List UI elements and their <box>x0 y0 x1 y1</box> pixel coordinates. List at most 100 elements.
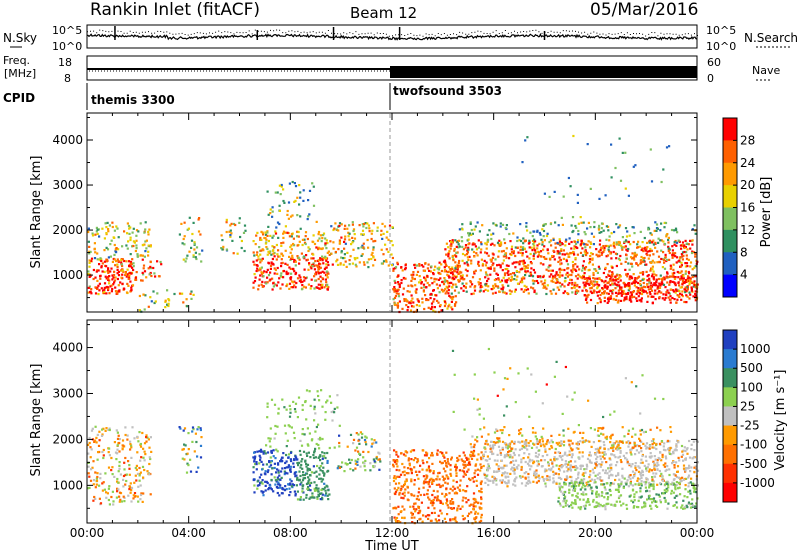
power-cell <box>626 272 629 276</box>
power-cell <box>464 286 467 289</box>
power-cell <box>552 237 555 240</box>
power-cell <box>593 268 596 271</box>
velocity-cell <box>569 460 572 463</box>
power-cell <box>636 243 639 246</box>
power-cell <box>610 143 613 146</box>
power-cell <box>147 305 150 308</box>
velocity-cell <box>269 427 272 430</box>
power-cell <box>260 271 263 274</box>
power-cell <box>315 264 318 267</box>
velocity-cell <box>281 456 284 459</box>
power-cell <box>343 240 346 243</box>
power-cell <box>313 287 316 290</box>
velocity-cell <box>279 478 282 481</box>
velocity-cell <box>686 452 689 455</box>
power-cell <box>477 260 480 263</box>
power-cell <box>554 292 558 295</box>
power-cell <box>613 230 616 234</box>
velocity-cell <box>398 475 401 478</box>
velocity-cell <box>398 469 401 472</box>
velocity-cell <box>452 501 455 504</box>
power-cell <box>630 292 633 295</box>
velocity-cell <box>643 480 646 484</box>
velocity-cell <box>397 505 400 508</box>
power-cell <box>451 286 454 289</box>
velocity-cell <box>455 521 458 524</box>
power-cell <box>271 210 274 213</box>
velocity-cell <box>411 449 414 452</box>
velocity-cell <box>184 444 187 447</box>
velocity-cell <box>467 458 470 461</box>
velocity-cell <box>593 466 597 469</box>
power-cell <box>115 290 118 293</box>
power-cell <box>297 235 300 238</box>
power-cell <box>282 276 285 279</box>
power-cell <box>355 265 358 268</box>
power-cell <box>603 281 606 284</box>
velocity-cell <box>438 483 441 486</box>
power-cell <box>550 292 553 295</box>
power-cell <box>372 246 375 249</box>
velocity-cell <box>395 520 398 524</box>
power-cell <box>348 263 351 266</box>
velocity-cell <box>285 466 288 469</box>
power-cell <box>498 239 501 242</box>
velocity-cell <box>97 451 100 454</box>
power-cell <box>671 245 674 248</box>
velocity-cell <box>670 483 673 486</box>
velocity-cell <box>148 473 151 476</box>
velocity-cell <box>118 438 121 441</box>
velocity-cell <box>477 453 480 456</box>
velocity-cell <box>640 450 643 453</box>
power-cell <box>412 301 415 304</box>
velocity-cell <box>585 463 588 466</box>
power-cell <box>100 265 103 268</box>
velocity-cell <box>273 476 276 479</box>
power-cell <box>92 277 95 281</box>
velocity-cell <box>305 493 308 497</box>
power-cell <box>472 250 476 254</box>
power-cell <box>671 256 674 259</box>
power-cell <box>629 275 632 278</box>
velocity-cell <box>411 513 414 516</box>
velocity-cell <box>492 452 495 455</box>
power-cell <box>584 252 587 255</box>
velocity-cell <box>454 465 457 468</box>
power-cell <box>290 235 293 238</box>
power-cell <box>652 270 655 273</box>
colorbar-tick-label: 16 <box>740 201 755 215</box>
velocity-cell <box>469 455 472 458</box>
power-cell <box>639 283 642 286</box>
power-cell <box>153 301 156 305</box>
power-cell <box>343 238 347 241</box>
velocity-cell <box>349 433 353 436</box>
power-cell <box>403 299 406 302</box>
power-cell <box>593 283 596 286</box>
velocity-cell <box>428 478 432 481</box>
velocity-cell <box>543 470 547 473</box>
power-cell <box>364 222 367 225</box>
power-cell <box>510 248 513 251</box>
power-cell <box>655 274 658 277</box>
power-cell <box>648 241 651 244</box>
power-cell <box>679 292 682 295</box>
power-cell <box>135 271 138 274</box>
velocity-cell <box>575 447 578 450</box>
power-cell <box>491 256 495 259</box>
power-cell <box>429 270 433 273</box>
power-cell <box>447 289 450 292</box>
power-cell <box>553 258 556 261</box>
velocity-cell <box>111 473 114 476</box>
velocity-cell <box>450 456 453 459</box>
power-cell <box>571 281 574 285</box>
velocity-cell <box>640 458 643 461</box>
power-cell <box>576 253 579 256</box>
velocity-cell <box>524 477 527 480</box>
velocity-cell <box>116 487 119 490</box>
power-cell <box>627 282 630 285</box>
power-cell <box>403 298 406 301</box>
velocity-cell <box>287 456 290 459</box>
power-cell <box>335 260 338 263</box>
velocity-cell <box>189 470 193 473</box>
velocity-cell <box>492 446 495 449</box>
